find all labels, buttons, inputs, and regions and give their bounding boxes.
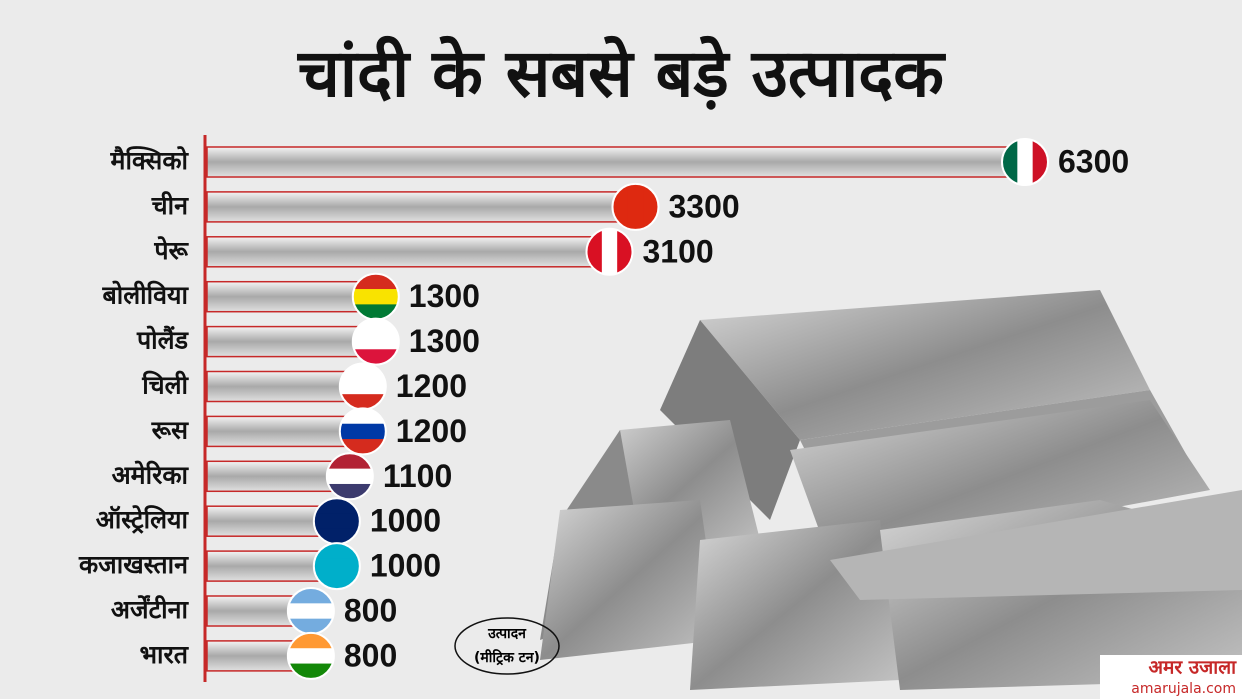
unit-outline [454, 617, 560, 675]
flag-stripe [313, 558, 360, 575]
flag [286, 631, 335, 680]
flag-stripe [339, 378, 386, 395]
category-label: अर्जेंटीना [111, 595, 190, 624]
category-label: भारत [139, 640, 189, 669]
category-label: बोलीविया [101, 281, 189, 310]
bar [206, 280, 377, 313]
value-label: 800 [344, 592, 397, 628]
value-label: 3300 [668, 188, 739, 224]
value-label: 800 [344, 637, 397, 673]
flag-rim [312, 542, 361, 591]
flag [312, 497, 361, 546]
bar [206, 146, 1026, 178]
logo: अमर उजाला amarujala.com [1100, 655, 1242, 699]
flag-stripe [627, 183, 644, 230]
bar [206, 191, 637, 223]
value-label: 3100 [643, 233, 714, 269]
category-label: मैक्सिको [110, 146, 190, 175]
category-label: पोलैंड [136, 326, 190, 355]
flag-rim [338, 407, 387, 456]
flag-rim [351, 317, 400, 366]
flag [286, 587, 335, 635]
flag [585, 227, 634, 276]
category-label: चीन [151, 191, 189, 220]
silver-bars [540, 290, 1242, 690]
category-label: पेरू [153, 236, 189, 265]
flag [351, 317, 400, 366]
value-label: 1100 [383, 458, 452, 494]
flag-stripe [326, 468, 373, 485]
unit-line: (मीट्रिक टन) [474, 649, 540, 666]
category-label: अमेरिका [112, 460, 190, 489]
unit-line: उत्पादन [487, 626, 527, 642]
value-label: 1000 [370, 503, 441, 539]
flag-stripe [339, 423, 386, 440]
category-label: ऑस्ट्रेलिया [96, 505, 190, 534]
flag [325, 452, 374, 501]
flag-rim [325, 452, 374, 501]
bar [206, 325, 377, 358]
flag-rim [611, 182, 660, 231]
value-label: 1300 [409, 323, 480, 359]
flag [1001, 138, 1049, 186]
flag-stripe [352, 333, 399, 350]
flag-stripe [352, 289, 399, 305]
unit-label: उत्पादन (मीट्रिक टन) [454, 617, 560, 675]
flag-stripe [1017, 139, 1034, 185]
value-label: 1000 [370, 548, 441, 584]
flag [338, 407, 387, 456]
value-label: 1300 [409, 278, 480, 314]
bar [206, 415, 364, 448]
flag [611, 182, 660, 231]
chart-title: चांदी के सबसे बड़े उत्पादक [296, 35, 946, 112]
value-label: 1200 [396, 413, 467, 449]
logo-text: अमर उजाला [1149, 657, 1238, 679]
flag-rim [286, 631, 335, 680]
bar [206, 236, 611, 268]
flag-stripe [313, 513, 360, 530]
website: amarujala.com [1131, 681, 1236, 697]
flag [312, 542, 361, 591]
logo-box [1100, 655, 1242, 699]
category-label: कजाखस्तान [78, 550, 189, 579]
flag-rim [585, 227, 634, 276]
flag-stripe [287, 603, 334, 620]
flag [338, 362, 387, 411]
value-label: 1200 [396, 368, 467, 404]
flag-rim [1001, 138, 1049, 186]
value-label: 6300 [1058, 143, 1129, 179]
category-label: रूस [151, 415, 189, 444]
category-label: चिली [141, 371, 189, 400]
flag-stripe [287, 648, 334, 665]
flag [351, 272, 400, 321]
flag-stripe [601, 228, 618, 275]
